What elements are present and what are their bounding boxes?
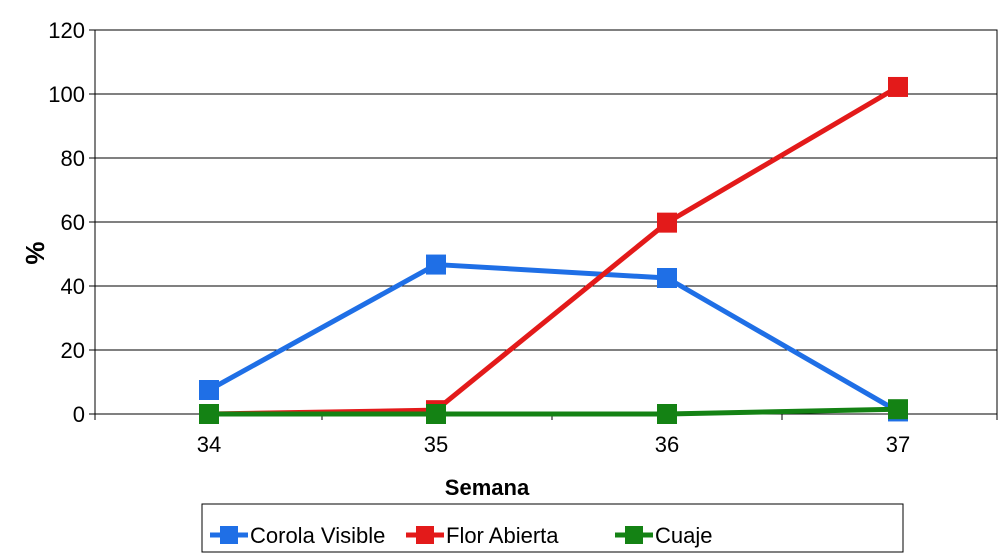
legend-item: Flor Abierta xyxy=(406,523,559,548)
series-line-0 xyxy=(207,262,900,414)
y-tick-label: 100 xyxy=(48,82,85,107)
gridlines xyxy=(95,29,997,415)
data-point-marker xyxy=(657,212,677,233)
legend xyxy=(201,503,904,553)
data-point-marker xyxy=(199,380,219,400)
y-axis-ticks: 0 20 40 60 80 100 120 xyxy=(48,18,95,427)
y-tick-label: 20 xyxy=(61,338,85,363)
legend-item: Cuaje xyxy=(615,523,712,548)
legend-label: Flor Abierta xyxy=(446,523,559,548)
y-tick-label: 60 xyxy=(61,210,85,235)
x-axis-ticks: 34 35 36 37 xyxy=(94,414,998,457)
x-tick-label: 35 xyxy=(424,432,448,457)
x-axis-title: Semana xyxy=(445,475,530,500)
y-axis-title: % xyxy=(20,241,50,264)
data-point-marker xyxy=(199,404,219,424)
series-line-1 xyxy=(208,84,900,417)
legend-marker-swatch xyxy=(220,526,238,544)
legend-entries: Corola Visible Flor Abierta Cuaje xyxy=(210,523,712,548)
data-point-marker xyxy=(888,76,908,97)
data-point-marker xyxy=(657,268,677,288)
x-tick-label: 36 xyxy=(655,432,679,457)
legend-label: Cuaje xyxy=(655,523,712,548)
data-point-marker xyxy=(426,254,446,275)
data-point-marker xyxy=(657,404,677,424)
y-tick-label: 120 xyxy=(48,18,85,43)
y-tick-label: 40 xyxy=(61,274,85,299)
legend-marker-swatch xyxy=(416,526,434,544)
y-tick-label: 80 xyxy=(61,146,85,171)
series-lines xyxy=(199,76,908,424)
x-tick-label: 37 xyxy=(886,432,910,457)
legend-marker-swatch xyxy=(625,526,643,544)
x-tick-label: 34 xyxy=(197,432,221,457)
data-point-marker xyxy=(888,399,908,420)
y-tick-label: 0 xyxy=(73,402,85,427)
series-line-2 xyxy=(209,406,899,417)
legend-item: Corola Visible xyxy=(210,523,385,548)
data-point-marker xyxy=(426,404,446,424)
legend-label: Corola Visible xyxy=(250,523,385,548)
